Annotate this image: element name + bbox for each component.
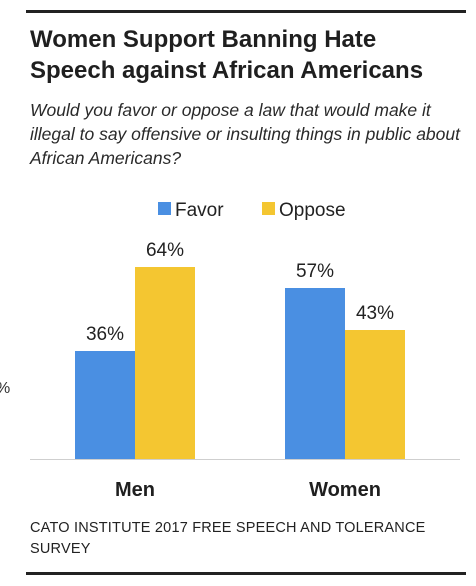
bottom-rule [26, 572, 466, 575]
legend: Favor Oppose [158, 200, 346, 221]
value-label-oppose-women: 43% [356, 303, 394, 324]
bars-group: 36% 64% 57% 43% [75, 240, 405, 459]
chart-title: Women Support Banning Hate Speech agains… [30, 26, 424, 84]
bar-favor-women [285, 288, 345, 459]
value-label-favor-men: 36% [86, 324, 124, 345]
value-label-oppose-men: 64% [146, 240, 184, 261]
bar-oppose-women [345, 330, 405, 459]
top-rule [26, 10, 466, 13]
category-label-women: Women [309, 479, 381, 501]
chart-subtitle: Would you favor or oppose a law that wou… [30, 100, 460, 168]
legend-swatch-favor [158, 202, 171, 215]
category-label-men: Men [115, 479, 155, 501]
legend-label-oppose: Oppose [279, 200, 346, 221]
legend-swatch-oppose [262, 202, 275, 215]
bar-favor-men [75, 351, 135, 459]
bar-oppose-men [135, 267, 195, 459]
value-label-favor-women: 57% [296, 261, 334, 282]
edge-mark: % [0, 380, 10, 398]
source-note: CATO INSTITUTE 2017 FREE SPEECH AND TOLE… [30, 520, 426, 557]
legend-label-favor: Favor [175, 200, 224, 221]
